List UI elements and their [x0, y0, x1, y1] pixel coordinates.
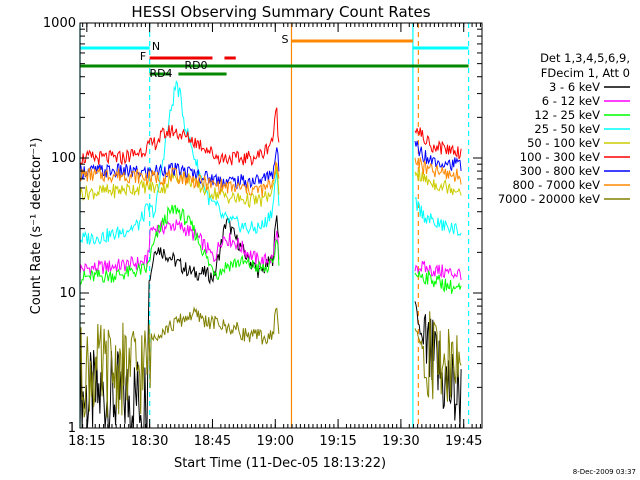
series-800-7000-kev — [79, 157, 462, 197]
y-tick-label-2: 100 — [51, 151, 76, 166]
legend-label-3: 25 - 50 keV — [534, 122, 600, 136]
legend-label-6: 300 - 800 keV — [520, 164, 600, 178]
series-line-segment — [414, 140, 462, 171]
x-tick-label-6: 19:45 — [445, 434, 482, 449]
series-lines — [79, 80, 462, 429]
legend-header-line-2: FDecim 1, Att 0 — [541, 66, 630, 80]
series-100-300-kev — [79, 107, 462, 166]
x-tick-label-1: 18:30 — [131, 434, 168, 449]
plot-frame — [79, 22, 483, 429]
series-6-12-kev — [79, 219, 462, 281]
series-line-segment — [414, 167, 462, 196]
axes: 18:15 18:30 18:45 19:00 19:15 19:30 19:45 1 10 10… — [43, 16, 483, 449]
series-line-segment — [414, 127, 462, 160]
flag-label-f: F — [140, 50, 146, 63]
series-line-segment — [79, 80, 280, 245]
flag-label-s: S — [282, 33, 289, 46]
y-tick-label-0: 1 — [68, 421, 76, 436]
series-line-segment — [414, 311, 462, 402]
series-line-segment — [79, 219, 280, 276]
y-axis-label: Count Rate (s⁻¹ detector⁻¹) — [29, 138, 44, 315]
legend-label-8: 7000 - 20000 keV — [498, 192, 600, 206]
series-12-25-kev — [79, 204, 462, 294]
x-tick-label-2: 18:45 — [194, 434, 231, 449]
x-tick-label-3: 19:00 — [257, 434, 294, 449]
flag-label-rd0: RD0 — [184, 59, 207, 72]
legend-label-1: 6 - 12 keV — [542, 94, 600, 108]
footer-timestamp: 8-Dec-2009 03:37 — [573, 468, 636, 476]
series-line-segment — [79, 147, 280, 190]
x-axis-label: Start Time (11-Dec-05 18:13:22) — [174, 456, 386, 471]
legend-label-4: 50 - 100 keV — [527, 136, 600, 150]
legend-label-7: 800 - 7000 keV — [512, 178, 600, 192]
series-line-segment — [414, 196, 462, 237]
legend-header-line-1: Det 1,3,4,5,6,9, — [540, 51, 630, 65]
y-tick-label-3: 1000 — [43, 16, 76, 31]
series-line-segment — [79, 204, 280, 286]
observing-flags: N S F RD0 RD4 — [80, 33, 469, 80]
series-line-segment — [79, 306, 280, 418]
series-line-segment — [79, 107, 280, 166]
flag-label-n: N — [152, 40, 160, 53]
y-tick-label-1: 10 — [59, 286, 76, 301]
series-line-segment — [414, 261, 462, 281]
series-line-segment — [414, 270, 462, 294]
x-tick-label-5: 19:30 — [382, 434, 419, 449]
legend-label-2: 12 - 25 keV — [534, 108, 600, 122]
chart-title: HESSI Observing Summary Count Rates — [131, 3, 430, 21]
x-tick-label-4: 19:15 — [319, 434, 356, 449]
series-3-6-kev — [79, 215, 462, 429]
series-line-segment — [79, 215, 280, 429]
series-line-segment — [79, 160, 280, 197]
legend-label-0: 3 - 6 keV — [549, 80, 600, 94]
series-25-50-kev — [79, 80, 462, 245]
series-300-800-kev — [79, 140, 462, 190]
flag-label-rd4: RD4 — [149, 67, 172, 80]
series-7000-20000-kev — [79, 306, 462, 418]
legend-label-5: 100 - 300 keV — [520, 150, 600, 164]
x-tick-label-0: 18:15 — [68, 434, 105, 449]
series-line-segment — [414, 157, 462, 185]
